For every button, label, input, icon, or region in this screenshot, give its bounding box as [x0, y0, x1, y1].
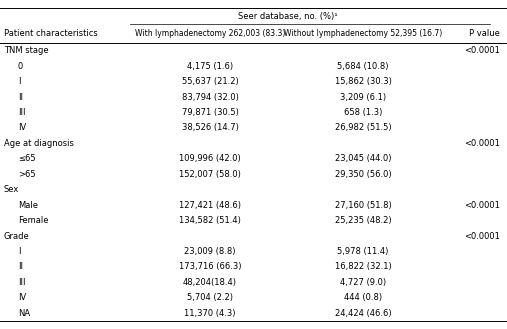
- Text: II: II: [18, 263, 23, 271]
- Text: Patient characteristics: Patient characteristics: [4, 30, 98, 38]
- Text: Female: Female: [18, 216, 49, 225]
- Text: ≤65: ≤65: [18, 154, 35, 163]
- Text: 152,007 (58.0): 152,007 (58.0): [179, 170, 241, 179]
- Text: P value: P value: [469, 30, 500, 38]
- Text: 29,350 (56.0): 29,350 (56.0): [335, 170, 391, 179]
- Text: NA: NA: [18, 309, 30, 318]
- Text: 3,209 (6.1): 3,209 (6.1): [340, 92, 386, 102]
- Text: IV: IV: [18, 293, 26, 302]
- Text: <0.0001: <0.0001: [464, 201, 500, 210]
- Text: 127,421 (48.6): 127,421 (48.6): [179, 201, 241, 210]
- Text: III: III: [18, 108, 25, 117]
- Text: 5,704 (2.2): 5,704 (2.2): [187, 293, 233, 302]
- Text: 173,716 (66.3): 173,716 (66.3): [179, 263, 241, 271]
- Text: 24,424 (46.6): 24,424 (46.6): [335, 309, 391, 318]
- Text: Grade: Grade: [4, 232, 30, 240]
- Text: Seer database, no. (%)¹: Seer database, no. (%)¹: [238, 13, 337, 21]
- Text: 26,982 (51.5): 26,982 (51.5): [335, 123, 391, 133]
- Text: 16,822 (32.1): 16,822 (32.1): [335, 263, 391, 271]
- Text: 4,727 (9.0): 4,727 (9.0): [340, 278, 386, 287]
- Text: Male: Male: [18, 201, 38, 210]
- Text: 23,009 (8.8): 23,009 (8.8): [184, 247, 236, 256]
- Text: 5,978 (11.4): 5,978 (11.4): [337, 247, 389, 256]
- Text: <0.0001: <0.0001: [464, 232, 500, 240]
- Text: 11,370 (4.3): 11,370 (4.3): [184, 309, 236, 318]
- Text: 5,684 (10.8): 5,684 (10.8): [337, 62, 389, 71]
- Text: Without lymphadenectomy 52,395 (16.7): Without lymphadenectomy 52,395 (16.7): [284, 30, 442, 38]
- Text: 658 (1.3): 658 (1.3): [344, 108, 382, 117]
- Text: 15,862 (30.3): 15,862 (30.3): [335, 77, 391, 86]
- Text: 0: 0: [18, 62, 23, 71]
- Text: 55,637 (21.2): 55,637 (21.2): [182, 77, 238, 86]
- Text: With lymphadenectomy 262,003 (83.3): With lymphadenectomy 262,003 (83.3): [135, 30, 285, 38]
- Text: 27,160 (51.8): 27,160 (51.8): [335, 201, 391, 210]
- Text: 4,175 (1.6): 4,175 (1.6): [187, 62, 233, 71]
- Text: III: III: [18, 278, 25, 287]
- Text: TNM stage: TNM stage: [4, 46, 49, 55]
- Text: 83,794 (32.0): 83,794 (32.0): [182, 92, 238, 102]
- Text: >65: >65: [18, 170, 35, 179]
- Text: 134,582 (51.4): 134,582 (51.4): [179, 216, 241, 225]
- Text: 79,871 (30.5): 79,871 (30.5): [182, 108, 238, 117]
- Text: IV: IV: [18, 123, 26, 133]
- Text: 23,045 (44.0): 23,045 (44.0): [335, 154, 391, 163]
- Text: I: I: [18, 77, 20, 86]
- Text: 109,996 (42.0): 109,996 (42.0): [179, 154, 241, 163]
- Text: Age at diagnosis: Age at diagnosis: [4, 139, 74, 148]
- Text: I: I: [18, 247, 20, 256]
- Text: 48,204(18.4): 48,204(18.4): [183, 278, 237, 287]
- Text: Sex: Sex: [4, 185, 19, 194]
- Text: 444 (0.8): 444 (0.8): [344, 293, 382, 302]
- Text: 25,235 (48.2): 25,235 (48.2): [335, 216, 391, 225]
- Text: <0.0001: <0.0001: [464, 46, 500, 55]
- Text: 38,526 (14.7): 38,526 (14.7): [182, 123, 238, 133]
- Text: II: II: [18, 92, 23, 102]
- Text: <0.0001: <0.0001: [464, 139, 500, 148]
